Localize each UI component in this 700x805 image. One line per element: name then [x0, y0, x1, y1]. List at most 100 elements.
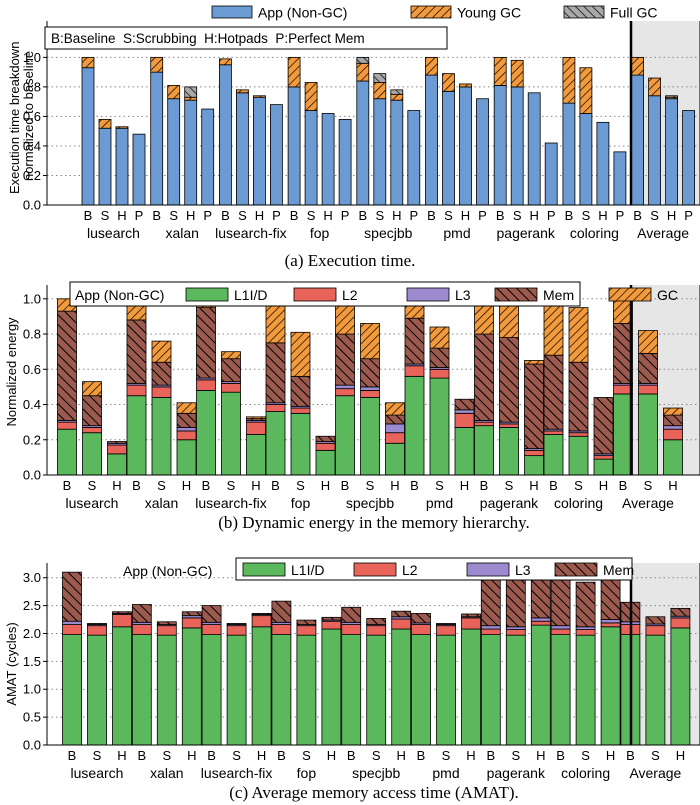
b-bar-label: S: [574, 478, 583, 493]
b-bar-gc: [290, 331, 311, 377]
c-bar-l1i-d: [670, 627, 691, 746]
a-bar-label: S: [513, 208, 522, 223]
c-bar-l2: [62, 624, 82, 636]
b-bar-l2: [176, 430, 197, 441]
b-bar-l1i-d: [57, 428, 77, 476]
b-bar-label: H: [182, 478, 191, 493]
c-bar-label: S: [511, 748, 520, 763]
a-bar-full-gc: [356, 56, 370, 64]
a-bar-app-non-gc: [544, 142, 558, 206]
c-bar-l1i-d: [575, 634, 596, 746]
c-bar-l3: [575, 626, 596, 630]
c-bar-label: B: [486, 748, 495, 763]
c-bar-mem: [251, 613, 272, 615]
c-bar-l1i-d: [550, 634, 571, 746]
b-bar-label: S: [644, 478, 653, 493]
c-ytick-label: 3.0: [23, 570, 41, 585]
a-bar-label: H: [461, 208, 470, 223]
b-group-label: fop: [291, 495, 311, 511]
a-ytick-label: 0.6: [23, 109, 41, 124]
a-bar-young-gc: [373, 82, 387, 100]
legend-b-label-l2: L2: [342, 287, 358, 303]
a-bar-full-gc: [184, 86, 198, 98]
b-bar-l2: [196, 379, 216, 391]
b-bar-label: H: [251, 478, 260, 493]
c-bar-l1i-d: [62, 634, 82, 746]
b-bar-l2: [613, 384, 633, 395]
c-bar-l2: [670, 617, 691, 629]
c-bar-l1i-d: [112, 626, 132, 746]
c-group-label: specjbb: [352, 765, 400, 781]
a-bar-label: P: [684, 208, 693, 223]
c-bar-label: B: [347, 748, 356, 763]
c-bar-l2: [271, 624, 292, 636]
c-bar-l1i-d: [181, 627, 202, 746]
a-bar-label: B: [221, 208, 230, 223]
b-bar-l2: [663, 428, 683, 441]
b-bar-l2: [474, 421, 494, 427]
a-bar-app-non-gc: [390, 99, 404, 206]
legend-b-swatch-l1i-d: [185, 287, 229, 302]
a-bar-label: S: [582, 208, 591, 223]
legend-b-swatch-l3: [406, 287, 450, 302]
legend-b-label-gc: GC: [657, 287, 678, 303]
panel-c-grid: [47, 577, 700, 718]
a-bar-young-gc: [252, 95, 266, 98]
b-bar-gc: [568, 307, 589, 363]
b-bar-label: S: [505, 478, 514, 493]
b-bar-label: S: [366, 478, 375, 493]
a-bar-label: H: [392, 208, 401, 223]
b-bar-mem: [151, 361, 172, 386]
b-bar-l1i-d: [454, 427, 475, 476]
c-bar-l1i-d: [341, 634, 362, 746]
c-bar-l1i-d: [411, 634, 431, 746]
a-bar-app-non-gc: [150, 71, 164, 206]
a-bar-young-gc: [218, 58, 232, 66]
b-bar-l1i-d: [82, 432, 102, 476]
c-group-label: lusearch-fix: [201, 765, 273, 781]
b-bar-l2: [524, 449, 544, 457]
c-group-label: Average: [629, 765, 681, 781]
a-group-label: coloring: [570, 225, 619, 241]
c-bar-l2: [480, 628, 501, 635]
a-bar-label: P: [272, 208, 281, 223]
c-bar-l2: [436, 625, 456, 636]
legend-b-label-l1i-d: L1I/D: [234, 287, 267, 303]
b-bar-l1i-d: [568, 435, 589, 476]
b-bar-gc: [246, 416, 266, 420]
b-group-label: specjbb: [346, 495, 394, 511]
legend-a-label-app-non-gc: App (Non-GC): [258, 5, 347, 21]
a-bar-label: B: [84, 208, 93, 223]
a-bar-young-gc: [184, 96, 198, 101]
a-bar-young-gc: [81, 56, 95, 69]
c-bar-label: S: [162, 748, 171, 763]
c-bar-l2: [87, 625, 107, 636]
c-bar-l1i-d: [505, 634, 526, 746]
b-bar-l1i-d: [524, 455, 544, 476]
b-bar-label: B: [480, 478, 489, 493]
b-bar-label: S: [435, 478, 444, 493]
a-bar-app-non-gc: [648, 95, 661, 206]
a-group-label: lusearch: [87, 225, 140, 241]
legend-b-swatch-l2: [293, 287, 337, 302]
c-bar-l3: [550, 625, 571, 630]
b-bar-l2: [82, 427, 102, 434]
b-bar-l2: [126, 384, 147, 397]
legend-a-swatch-full-gc: [563, 5, 605, 19]
b-bar-l2: [568, 432, 589, 437]
a-group-label: pmd: [443, 225, 470, 241]
b-bar-gc: [82, 381, 102, 397]
c-bar-l2: [112, 614, 132, 628]
b-bar-mem: [613, 323, 633, 384]
c-bar-label: B: [207, 748, 216, 763]
c-bar-l2: [530, 620, 551, 626]
c-bar-mem: [550, 573, 571, 627]
a-bar-young-gc: [510, 59, 524, 88]
b-bar-l1i-d: [404, 375, 425, 476]
b-bar-l1i-d: [221, 391, 241, 476]
a-bar-label: H: [530, 208, 539, 223]
legend-c-label-l2: L2: [402, 562, 418, 578]
